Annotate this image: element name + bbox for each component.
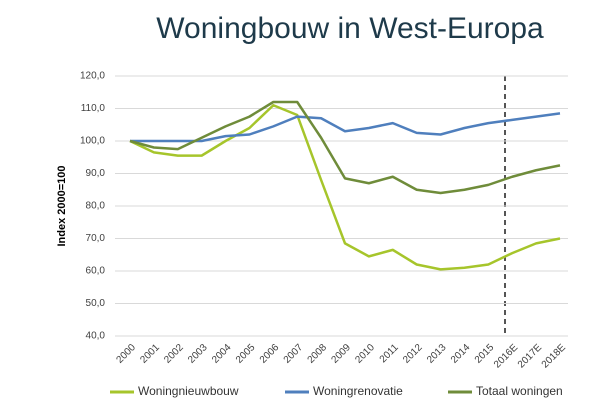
x-tick-label: 2009 [329, 342, 353, 366]
x-tick-label: 2010 [353, 342, 377, 366]
legend-label: Totaal woningen [476, 384, 563, 398]
x-tick-label: 2018E [540, 342, 568, 370]
legend-label: Woningrenovatie [313, 384, 403, 398]
x-tick-label: 2014 [449, 342, 473, 366]
y-tick-label: 100,0 [80, 136, 105, 147]
x-tick-label: 2017E [516, 342, 544, 370]
x-tick-label: 2013 [425, 342, 449, 366]
x-tick-label: 2000 [114, 342, 138, 366]
x-tick-label: 2006 [258, 342, 282, 366]
y-tick-label: 70,0 [86, 233, 106, 244]
x-tick-label: 2002 [162, 342, 186, 366]
x-tick-label: 2012 [401, 342, 425, 366]
x-tick-label: 2005 [234, 342, 258, 366]
y-tick-label: 120,0 [80, 71, 105, 82]
chart-title: Woningbouw in West-Europa [156, 12, 544, 45]
x-tick-label: 2016E [492, 342, 520, 370]
y-tick-label: 110,0 [81, 103, 106, 114]
y-tick-label: 90,0 [86, 168, 106, 179]
series-line [129, 104, 561, 271]
y-tick-label: 50,0 [86, 298, 106, 309]
series-line [129, 100, 561, 195]
x-tick-label: 2004 [210, 342, 234, 366]
y-tick-label: 40,0 [86, 331, 106, 342]
x-tick-label: 2001 [138, 342, 162, 366]
x-tick-label: 2011 [378, 342, 401, 365]
series-line [130, 112, 561, 143]
x-tick-label: 2008 [306, 342, 330, 366]
y-axis-label: Index 2000=100 [56, 165, 68, 246]
x-tick-label: 2007 [282, 342, 306, 366]
y-tick-label: 80,0 [86, 201, 106, 212]
y-tick-label: 60,0 [86, 266, 106, 277]
legend-label: Woningnieuwbouw [138, 384, 239, 398]
x-tick-label: 2003 [186, 342, 210, 366]
